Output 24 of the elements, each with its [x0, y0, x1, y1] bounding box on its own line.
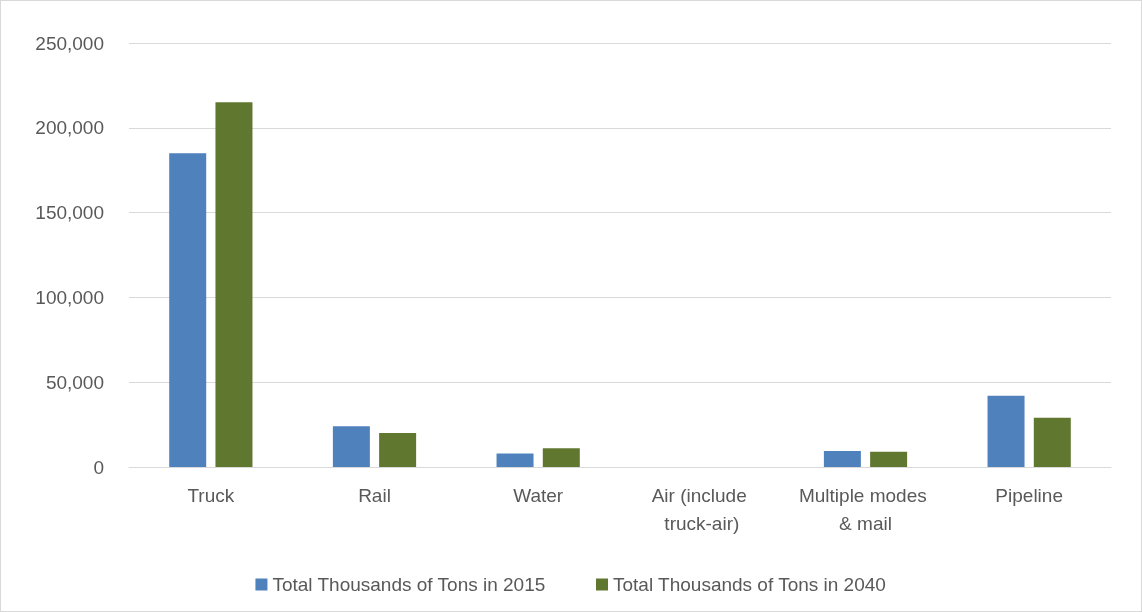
y-tick-label: 200,000	[35, 117, 104, 139]
bar	[169, 153, 207, 467]
y-tick-label: 150,000	[35, 202, 104, 224]
y-tick-label: 250,000	[35, 32, 104, 54]
x-tick-label: Multiple modes & mail	[798, 484, 933, 534]
bar	[987, 395, 1025, 467]
bar	[823, 451, 861, 467]
y-tick-label: 100,000	[35, 286, 104, 308]
bar	[215, 102, 253, 467]
x-tick-label: Truck	[187, 484, 235, 506]
bar	[496, 453, 534, 467]
bar	[332, 426, 370, 467]
x-tick-label: Rail	[358, 484, 391, 506]
y-tick-label: 50,000	[45, 371, 104, 393]
bar	[1033, 417, 1071, 467]
x-tick-label: Water	[513, 484, 564, 506]
bar	[379, 433, 417, 467]
y-tick-label: 0	[93, 456, 104, 478]
legend-label: Total Thousands of Tons in 2015	[272, 574, 546, 595]
x-tick-label: Air (include truck-air)	[651, 484, 752, 534]
x-tick-label: Pipeline	[995, 484, 1063, 506]
legend-label: Total Thousands of Tons in 2040	[613, 574, 886, 595]
bar	[542, 448, 580, 467]
bar	[870, 451, 908, 467]
